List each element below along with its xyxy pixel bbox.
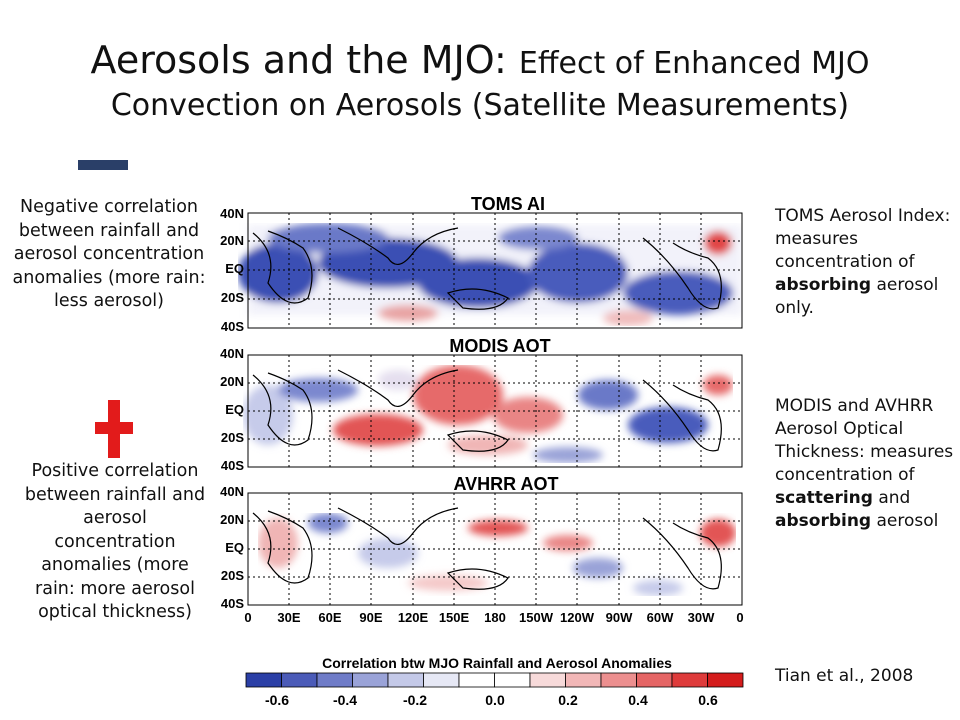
colorbar-swatch — [494, 672, 531, 688]
colorbar-tick: -0.4 — [333, 692, 357, 708]
lat-label: 40S — [221, 458, 244, 473]
lat-label: 40N — [220, 484, 244, 499]
slide-title-line2: Convection on Aerosols (Satellite Measur… — [110, 88, 850, 123]
correlation-maps-figure: TOMS AI MODIS AOT — [220, 194, 744, 708]
lat-label: 20N — [220, 374, 244, 389]
lat-label: 40S — [221, 596, 244, 611]
negative-correlation-note: Negative correlation between rainfall an… — [12, 197, 206, 311]
colorbar-swatch — [387, 672, 424, 688]
panel-avhrr — [247, 492, 743, 606]
colorbar-swatch — [316, 672, 353, 688]
colorbar-tick: 0.4 — [628, 692, 648, 708]
lat-label: 20S — [221, 568, 244, 583]
lon-label: 30E — [277, 610, 300, 625]
lon-label: 0 — [244, 610, 251, 625]
lat-label: EQ — [225, 402, 244, 417]
panel-title-modis: MODIS AOT — [449, 336, 550, 356]
colorbar-swatch — [707, 672, 744, 688]
title-main-sub: Effect of Enhanced MJO — [518, 46, 870, 81]
panel-modis — [243, 354, 743, 468]
lat-label: 20S — [221, 290, 244, 305]
colorbar-swatch — [281, 672, 318, 688]
colorbar-swatch — [245, 672, 282, 688]
lat-label: 40S — [221, 319, 244, 334]
lon-label: 90W — [606, 610, 633, 625]
positive-correlation-note: Positive correlation between rainfall an… — [24, 461, 206, 622]
lon-label: 60E — [318, 610, 341, 625]
colorbar-swatch — [423, 672, 460, 688]
panel-title-toms: TOMS AI — [471, 194, 545, 214]
modis-avhrr-description: MODIS and AVHRR Aerosol Optical Thicknes… — [775, 396, 954, 531]
lat-label: EQ — [225, 540, 244, 555]
title-main: Aerosols and the MJO: — [90, 38, 507, 82]
lat-label: 20N — [220, 233, 244, 248]
colorbar-tick: -0.2 — [403, 692, 427, 708]
colorbar-swatch — [671, 672, 708, 688]
colorbar-swatch — [458, 672, 495, 688]
lon-label: 0 — [736, 610, 743, 625]
colorbar-tick: 0.2 — [558, 692, 578, 708]
colorbar-swatch — [352, 672, 389, 688]
panel-title-avhrr: AVHRR AOT — [454, 474, 559, 494]
lon-label: 150W — [519, 610, 554, 625]
colorbar-tick: -0.6 — [265, 692, 289, 708]
colorbar-swatch — [636, 672, 673, 688]
lon-label: 120E — [398, 610, 429, 625]
lat-label: 40N — [220, 206, 244, 221]
minus-icon — [78, 160, 128, 170]
colorbar-swatch — [600, 672, 637, 688]
lon-label: 120W — [560, 610, 595, 625]
toms-description: TOMS Aerosol Index: measures concentrati… — [775, 206, 951, 318]
plus-icon — [95, 400, 133, 458]
lon-label: 60W — [647, 610, 674, 625]
colorbar-title: Correlation btw MJO Rainfall and Aerosol… — [322, 655, 672, 671]
slide-title: Aerosols and the MJO: Effect of Enhanced… — [0, 38, 960, 86]
lon-label: 150E — [439, 610, 470, 625]
citation: Tian et al., 2008 — [775, 666, 914, 686]
colorbar-tick: 0.0 — [485, 692, 505, 708]
colorbar-tick: 0.6 — [698, 692, 718, 708]
lat-label: 20S — [221, 430, 244, 445]
colorbar-swatch — [529, 672, 566, 688]
lon-label: 90E — [359, 610, 382, 625]
colorbar — [245, 672, 744, 688]
lat-label: 20N — [220, 512, 244, 527]
colorbar-swatch — [565, 672, 602, 688]
lat-label: 40N — [220, 346, 244, 361]
lon-label: 180 — [484, 610, 506, 625]
lon-label: 30W — [688, 610, 715, 625]
lat-label: EQ — [225, 261, 244, 276]
panel-toms — [238, 212, 743, 329]
